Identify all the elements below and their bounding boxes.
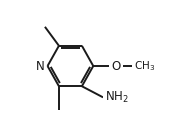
Text: N: N — [35, 60, 44, 72]
Text: CH$_3$: CH$_3$ — [134, 59, 155, 73]
Text: O: O — [111, 60, 121, 72]
Text: NH$_2$: NH$_2$ — [105, 90, 129, 105]
